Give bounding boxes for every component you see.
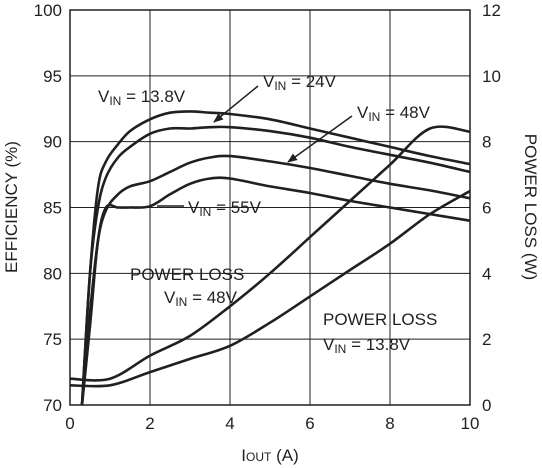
label-power-loss-13-8-vin: VIN = 13.8V — [323, 335, 411, 356]
y-axis-label: EFFICIENCY (%) — [2, 141, 21, 273]
y2-tick-label: 2 — [482, 330, 491, 349]
plot-frame — [69, 9, 471, 406]
x-tick-label: 10 — [461, 414, 480, 433]
y-axis-ticks: 70 75 80 85 90 95 100 — [34, 1, 62, 415]
x-axis-ticks: 0 2 4 6 8 10 — [65, 414, 479, 433]
series-line-power-loss-vin-13-8v — [69, 189, 471, 388]
y-tick-label: 85 — [43, 199, 62, 218]
y2-tick-label: 8 — [482, 133, 491, 152]
label-power-loss-48-title: POWER LOSS — [130, 265, 244, 284]
label-vin-48: VIN = 48V — [357, 103, 431, 124]
y2-axis-ticks: 0 2 4 6 8 10 12 — [482, 1, 501, 415]
y2-tick-label: 0 — [482, 396, 491, 415]
x-tick-label: 8 — [385, 414, 394, 433]
y-tick-label: 80 — [43, 264, 62, 283]
x-tick-label: 4 — [225, 414, 234, 433]
x-tick-label: 6 — [305, 414, 314, 433]
label-vin-24: VIN = 24V — [263, 72, 337, 93]
series-line-vin-55v — [80, 176, 471, 406]
x-tick-label: 0 — [65, 414, 74, 433]
y-tick-label: 100 — [34, 1, 62, 20]
y2-tick-label: 4 — [482, 264, 491, 283]
y2-axis-label: POWER LOSS (W) — [521, 134, 540, 280]
label-vin-55: VIN = 55V — [188, 198, 262, 219]
y2-tick-label: 10 — [482, 67, 501, 86]
y-tick-label: 90 — [43, 133, 62, 152]
series-line-power-loss-vin-48v — [69, 125, 471, 382]
x-tick-label: 2 — [145, 414, 154, 433]
y-tick-label: 70 — [43, 396, 62, 415]
x-axis-label: IOUT (A) — [241, 446, 298, 465]
leader-48v — [287, 115, 353, 163]
label-power-loss-48-vin: VIN = 48V — [164, 288, 238, 309]
series-layer — [69, 110, 471, 406]
y-tick-label: 95 — [43, 67, 62, 86]
y2-tick-label: 12 — [482, 1, 501, 20]
series-line-vin-24v — [80, 125, 471, 406]
label-power-loss-13-8-title: POWER LOSS — [323, 310, 437, 329]
label-vin-13-8: VIN = 13.8V — [98, 87, 186, 108]
y2-tick-label: 6 — [482, 199, 491, 218]
y-tick-label: 75 — [43, 330, 62, 349]
series-line-vin-13-8v — [80, 110, 471, 406]
leader-24v — [213, 85, 259, 123]
